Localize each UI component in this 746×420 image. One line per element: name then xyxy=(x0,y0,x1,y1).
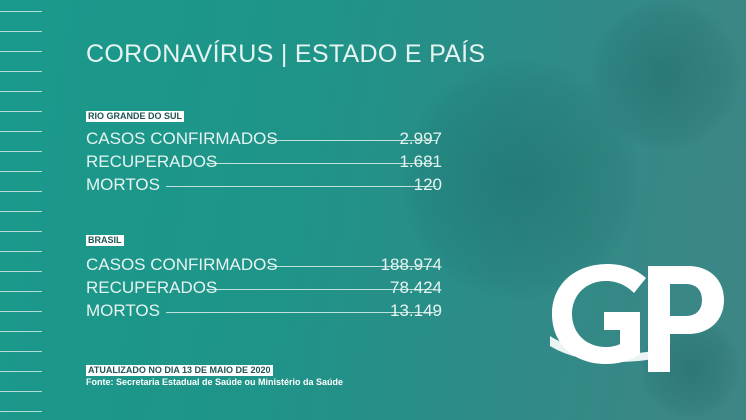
decorative-line xyxy=(0,391,42,392)
decorative-line xyxy=(0,311,42,312)
decorative-line xyxy=(0,411,42,412)
stat-value: 2.997 xyxy=(399,129,442,148)
section-heading: BRASIL xyxy=(86,235,124,246)
source-note: Fonte: Secretaria Estadual de Saúde ou M… xyxy=(86,377,344,387)
decorative-line xyxy=(0,171,42,172)
stat-value: 188.974 xyxy=(380,255,442,274)
stat-label: CASOS CONFIRMADOS xyxy=(86,129,278,148)
stat-value: 1.681 xyxy=(399,152,442,171)
decorative-line xyxy=(0,271,42,272)
decorative-line xyxy=(0,111,42,112)
stat-value: 13.149 xyxy=(390,301,442,320)
decorative-line xyxy=(0,291,42,292)
decorative-line xyxy=(0,131,42,132)
divider-line xyxy=(268,140,436,141)
decorative-line xyxy=(0,371,42,372)
stat-row: RECUPERADOS 1.681 xyxy=(86,152,442,174)
stat-label: MORTOS xyxy=(86,175,160,194)
updated-date: ATUALIZADO NO DIA 13 DE MAIO DE 2020 xyxy=(86,365,273,376)
virus-illustration xyxy=(590,0,740,150)
decorative-line xyxy=(0,191,42,192)
stat-row: CASOS CONFIRMADOS 2.997 xyxy=(86,129,442,151)
decorative-line xyxy=(0,11,42,12)
divider-line xyxy=(166,186,436,187)
stat-row: MORTOS 120 xyxy=(86,175,442,197)
stat-label: RECUPERADOS xyxy=(86,152,218,171)
page-title: CORONAVÍRUS | ESTADO E PAÍS xyxy=(86,40,486,68)
stat-value: 120 xyxy=(413,175,442,194)
stat-label: CASOS CONFIRMADOS xyxy=(86,255,278,274)
virus-illustration xyxy=(400,60,640,300)
stat-value: 78.424 xyxy=(390,278,442,297)
decorative-line xyxy=(0,51,42,52)
decorative-line xyxy=(0,151,42,152)
decorative-line xyxy=(0,231,42,232)
decorative-line xyxy=(0,211,42,212)
divider-line xyxy=(206,163,436,164)
decorative-line xyxy=(0,351,42,352)
stat-row: MORTOS 13.149 xyxy=(86,301,442,323)
divider-line xyxy=(268,266,436,267)
gp-logo xyxy=(550,264,724,372)
stat-row: RECUPERADOS 78.424 xyxy=(86,278,442,300)
decorative-line xyxy=(0,71,42,72)
divider-line xyxy=(166,312,436,313)
section-heading: RIO GRANDE DO SUL xyxy=(86,111,185,122)
stat-row: CASOS CONFIRMADOS 188.974 xyxy=(86,255,442,277)
divider-line xyxy=(206,289,436,290)
stat-label: RECUPERADOS xyxy=(86,278,218,297)
decorative-line xyxy=(0,91,42,92)
decorative-line xyxy=(0,251,42,252)
decorative-line xyxy=(0,331,42,332)
decorative-lines xyxy=(0,0,42,420)
stat-label: MORTOS xyxy=(86,301,160,320)
decorative-line xyxy=(0,31,42,32)
